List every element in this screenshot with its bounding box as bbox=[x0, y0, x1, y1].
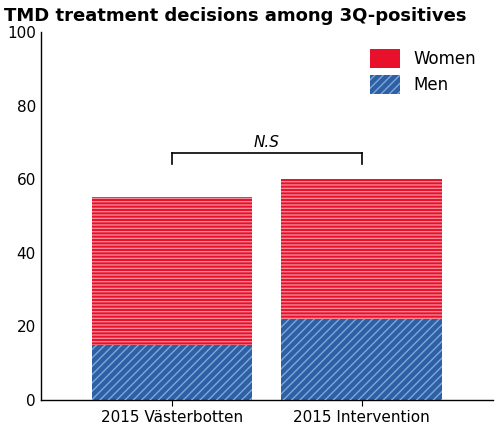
Text: TMD treatment decisions among 3Q-positives: TMD treatment decisions among 3Q-positiv… bbox=[4, 7, 467, 25]
Bar bbox=[282, 319, 442, 400]
Bar bbox=[92, 344, 252, 400]
Bar bbox=[92, 197, 252, 344]
Bar bbox=[92, 197, 252, 344]
Text: N.S: N.S bbox=[254, 135, 280, 149]
Bar bbox=[282, 179, 442, 319]
Bar bbox=[282, 319, 442, 400]
Bar bbox=[92, 344, 252, 400]
Legend: Women, Men: Women, Men bbox=[362, 40, 484, 102]
Bar bbox=[282, 179, 442, 319]
